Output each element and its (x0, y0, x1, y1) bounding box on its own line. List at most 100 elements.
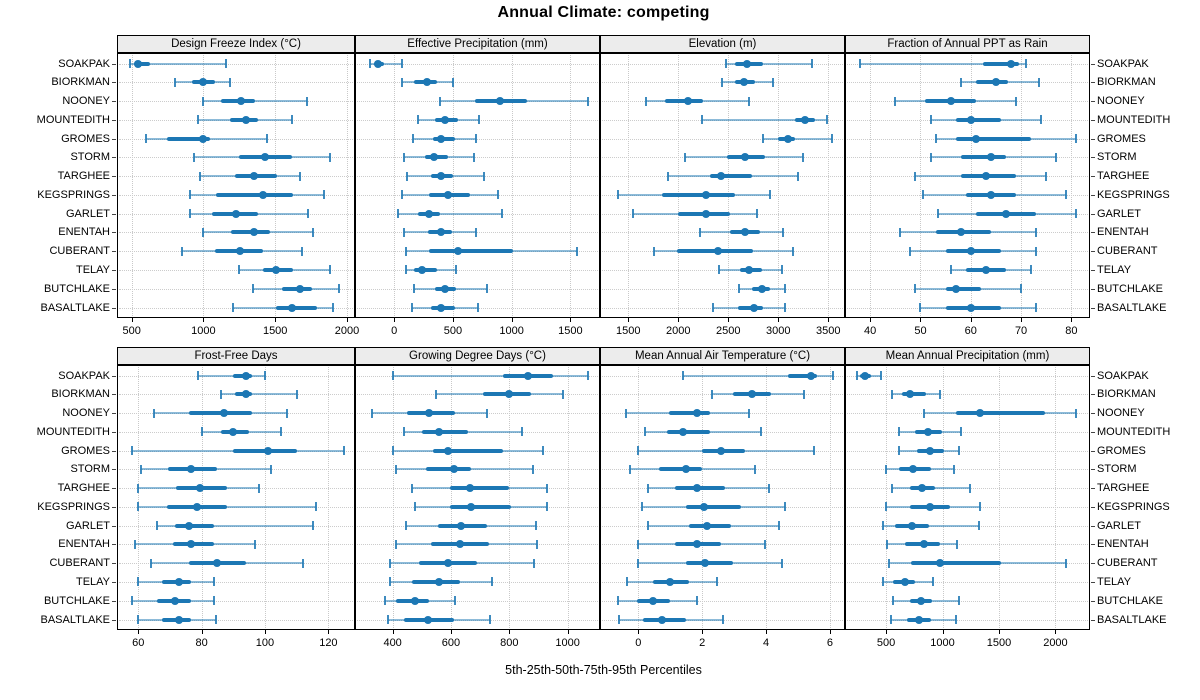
whisker-cap-5th (404, 521, 407, 531)
median-dot (229, 427, 238, 436)
whisker-cap-5th (643, 427, 646, 437)
iqr-bar-25-75 (275, 305, 317, 310)
whisker-cap-95th (301, 246, 304, 256)
panel-gridline (828, 55, 830, 316)
whisker-cap-5th (891, 596, 894, 606)
whisker-cap-5th (200, 427, 203, 437)
station-label-left: CUBERANT (49, 557, 110, 570)
whisker-cap-5th (882, 577, 885, 587)
station-label-right: SOAKPAK (1097, 57, 1149, 70)
median-dot (457, 521, 466, 530)
iqr-bar-25-75 (983, 61, 1019, 66)
median-dot (241, 371, 250, 380)
whisker-cap-5th (959, 77, 962, 87)
row-guide (357, 157, 598, 159)
axis-tick-label: 3500 (816, 325, 841, 337)
iqr-bar-25-75 (664, 99, 704, 104)
whisker-cap-5th (156, 521, 159, 531)
whisker-cap-95th (496, 190, 499, 200)
axis-tick-label: 0 (391, 325, 398, 337)
panel-strip: Frost-Free Days (117, 347, 355, 365)
whisker-range-5-95 (726, 62, 813, 65)
whisker-cap-5th (626, 577, 629, 587)
median-dot (467, 502, 476, 511)
whisker-cap-95th (958, 446, 961, 456)
row-tick-left (112, 488, 116, 490)
iqr-bar-25-75 (421, 429, 469, 434)
whisker-cap-95th (254, 539, 257, 549)
whisker-cap-95th (803, 389, 806, 399)
whisker-cap-5th (188, 190, 191, 200)
iqr-bar-25-75 (686, 561, 733, 566)
panel-gridline (201, 367, 203, 628)
whisker-cap-5th (856, 371, 859, 380)
axis-tick (201, 630, 203, 634)
median-dot (1007, 59, 1016, 68)
median-dot (951, 284, 960, 293)
whisker-cap-95th (343, 446, 346, 456)
median-dot (423, 615, 432, 624)
station-label-left: BUTCHLAKE (43, 594, 110, 607)
station-label-right: GARLET (1097, 519, 1142, 532)
median-dot (701, 559, 710, 568)
median-dot (440, 115, 449, 124)
panel-gridline (511, 55, 513, 316)
axis-tick (870, 318, 872, 322)
axis-tick-label: 6 (826, 637, 834, 649)
row-tick-right (1091, 176, 1095, 178)
whisker-cap-5th (404, 246, 407, 256)
station-label-right: CUBERANT (1097, 557, 1158, 570)
station-label-right: ENENTAH (1097, 226, 1149, 239)
whisker-cap-95th (489, 615, 492, 624)
station-label-left: GROMES (61, 132, 110, 145)
row-tick-left (112, 213, 116, 215)
station-label-left: KEGSPRINGS (37, 500, 110, 513)
whisker-cap-95th (214, 615, 217, 624)
whisker-cap-95th (768, 483, 771, 493)
row-guide (357, 138, 598, 140)
iqr-bar-25-75 (659, 467, 703, 472)
whisker-cap-5th (251, 284, 254, 294)
whisker-cap-5th (153, 408, 156, 418)
axis-tick-label: 2000 (1043, 637, 1068, 649)
station-label-left: GARLET (65, 207, 110, 220)
whisker-cap-5th (631, 209, 634, 219)
median-dot (717, 446, 726, 455)
whisker-cap-5th (410, 303, 413, 312)
row-tick-left (112, 525, 116, 527)
station-label-left: CUBERANT (49, 245, 110, 258)
median-dot (424, 209, 433, 218)
whisker-cap-95th (721, 615, 724, 624)
whisker-cap-95th (760, 427, 763, 437)
station-label-right: GARLET (1097, 207, 1142, 220)
axis-tick-label: 3000 (766, 325, 791, 337)
whisker-cap-5th (202, 227, 205, 237)
whisker-range-5-95 (701, 118, 827, 121)
whisker-cap-95th (1037, 77, 1040, 87)
panel-gridline (346, 55, 348, 316)
whisker-cap-5th (646, 521, 649, 531)
whisker-cap-95th (811, 59, 814, 68)
panel-plot (117, 53, 355, 318)
whisker-cap-5th (130, 596, 133, 606)
axis-tick (886, 630, 888, 634)
median-dot (271, 265, 280, 274)
whisker-cap-5th (897, 446, 900, 456)
whisker-cap-95th (299, 171, 302, 181)
row-guide (119, 288, 353, 290)
median-dot (261, 153, 270, 162)
axis-tick (628, 318, 630, 322)
whisker-cap-95th (536, 539, 538, 549)
axis-tick-label: 1000 (499, 325, 524, 337)
whisker-cap-5th (388, 577, 391, 587)
axis-tick-label: 1500 (262, 325, 288, 337)
axis-tick-label: 1000 (191, 325, 216, 337)
station-label-right: KEGSPRINGS (1097, 500, 1170, 513)
row-tick-right (1091, 394, 1095, 396)
median-dot (701, 190, 710, 199)
iqr-bar-25-75 (910, 561, 1002, 566)
whisker-cap-95th (478, 115, 481, 125)
iqr-bar-25-75 (661, 192, 735, 197)
station-label-left: BASALTLAKE (40, 301, 111, 314)
median-dot (901, 577, 910, 586)
